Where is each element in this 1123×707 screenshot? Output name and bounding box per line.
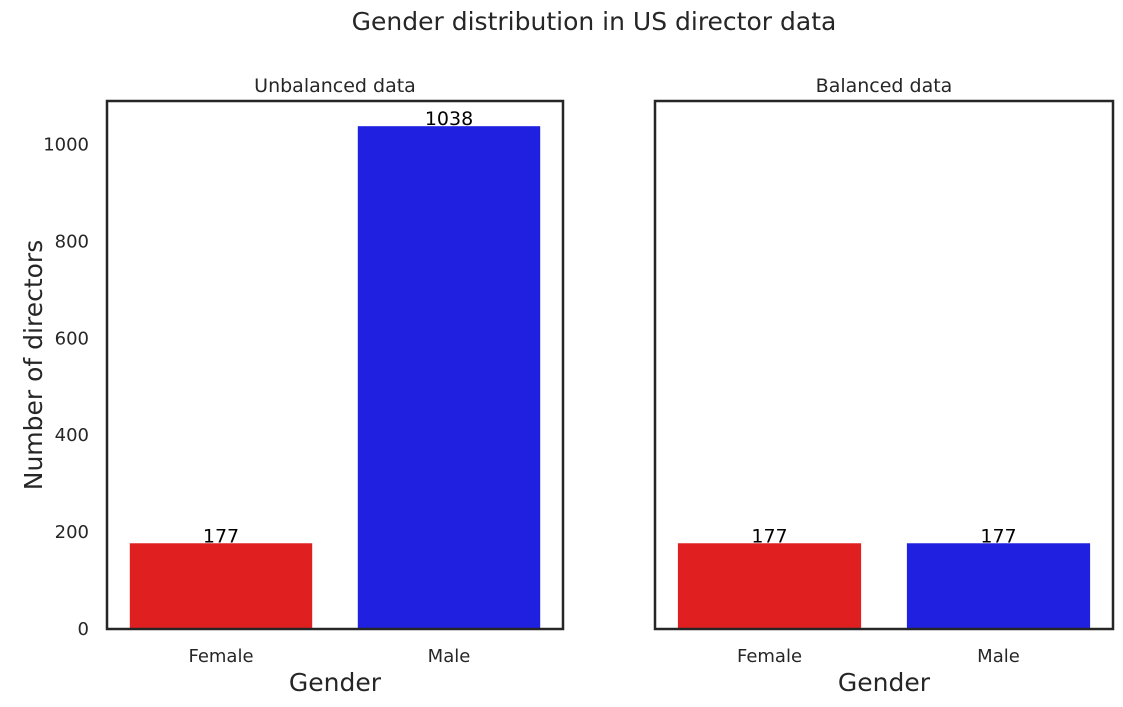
y-tick-label: 1000 (43, 135, 89, 156)
x-tick-label-male: Male (977, 646, 1020, 667)
x-axis-label: Gender (838, 668, 931, 697)
bar-female (677, 543, 862, 629)
x-tick-label-male: Male (428, 646, 471, 667)
x-axis-label: Gender (289, 668, 382, 697)
y-axis-label: Number of directors (19, 240, 48, 491)
chart-panel-2: 177 177 Female Male Balanced data Gender (653, 75, 1115, 697)
y-tick-label: 600 (55, 328, 89, 349)
chart-panel-1: 177 1038 Female Male 0 200 400 600 800 1000 Unbala… (19, 75, 565, 697)
axes-frame (105, 99, 565, 631)
bar-female (129, 543, 313, 629)
x-tick-label-female: Female (188, 646, 253, 667)
y-tick-label: 800 (55, 231, 89, 252)
bar-male (906, 543, 1091, 629)
bar-label-female: 177 (203, 525, 239, 547)
bar-label-female: 177 (751, 525, 787, 547)
bar-male (357, 126, 541, 629)
y-tick-label: 0 (78, 619, 89, 640)
y-tick-label: 400 (55, 425, 89, 446)
subplot-title: Balanced data (816, 75, 953, 97)
subplot-title: Unbalanced data (254, 75, 416, 97)
bar-label-male: 177 (980, 525, 1016, 547)
figure-title: Gender distribution in US director data (352, 7, 837, 36)
bar-label-male: 1038 (425, 108, 473, 130)
x-tick-label-female: Female (737, 646, 802, 667)
axes-frame (653, 99, 1115, 631)
y-tick-label: 200 (55, 522, 89, 543)
